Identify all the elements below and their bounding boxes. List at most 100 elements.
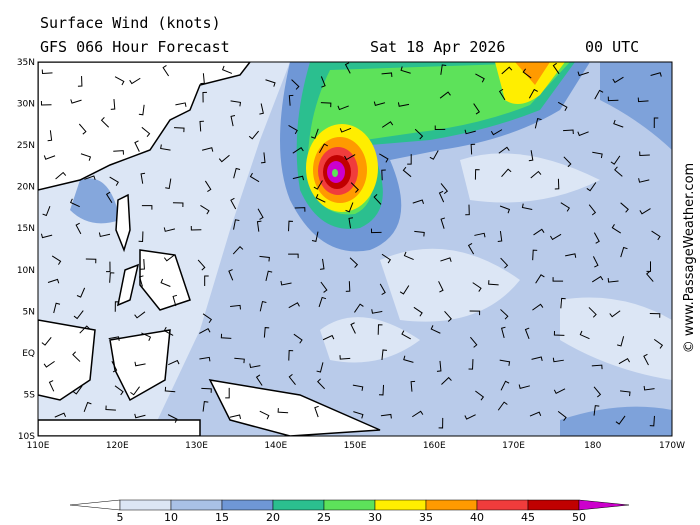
wind-barb: [439, 91, 451, 99]
wind-barb: [204, 180, 212, 192]
wind-barb: [320, 281, 328, 293]
lon-label: 110E: [27, 441, 50, 451]
wind-barb: [109, 272, 115, 283]
wind-barb: [612, 76, 624, 84]
colorbar-segment: [323, 499, 376, 511]
wind-barb: [639, 208, 651, 215]
colorbar-label: 35: [419, 511, 433, 524]
wind-barb: [78, 123, 87, 135]
colorbar-high: [578, 499, 630, 511]
wind-barb: [165, 178, 172, 190]
wind-barb: [70, 99, 82, 104]
wind-barb: [225, 387, 230, 399]
wind-barb: [591, 275, 604, 283]
wind-barb: [110, 99, 116, 110]
wind-barb: [114, 385, 124, 396]
wind-barb: [620, 246, 628, 258]
wind-barb: [108, 336, 120, 341]
wind-barb: [565, 253, 577, 258]
wind-barb: [40, 233, 53, 239]
wind-barb: [534, 118, 542, 129]
wind-barb: [199, 356, 211, 362]
wind-barb: [438, 281, 444, 293]
wind-barb: [230, 304, 241, 310]
colorbar-segment: [221, 499, 274, 511]
wind-barb: [277, 408, 289, 414]
wind-barb: [533, 228, 545, 236]
colorbar-label: 15: [215, 511, 229, 524]
wind-barb: [444, 311, 452, 322]
wind-barb: [160, 144, 171, 151]
wind-barb: [403, 355, 414, 363]
wind-barb: [552, 277, 564, 282]
wind-barb: [130, 386, 140, 396]
wind-barb: [138, 275, 144, 287]
wind-barb: [499, 205, 511, 214]
colorbar-label: 10: [164, 511, 178, 524]
wind-barb: [339, 127, 352, 133]
wind-barb: [646, 261, 652, 272]
wind-barb: [172, 294, 178, 307]
wind-barb: [168, 359, 180, 366]
wind-barb: [653, 117, 659, 129]
wind-barb: [373, 193, 382, 205]
wind-barb: [73, 310, 84, 320]
wind-barb: [377, 324, 383, 335]
wind-barb: [490, 129, 503, 136]
wind-barb: [593, 386, 602, 398]
wind-barb: [160, 278, 171, 287]
wind-barb: [475, 390, 485, 401]
wind-barb: [528, 150, 534, 162]
wind-barb: [288, 373, 296, 386]
wind-barb: [199, 328, 211, 334]
wind-barb: [322, 334, 335, 341]
wind-barb: [593, 405, 600, 416]
wind-barb: [429, 150, 439, 160]
colorbar-segment: [527, 499, 580, 511]
wind-barb: [83, 401, 92, 413]
storm-eye: [332, 169, 338, 177]
wind-barb: [472, 282, 482, 292]
wind-barb: [293, 333, 303, 344]
wind-barb: [500, 257, 509, 269]
wind-barb: [257, 208, 264, 220]
wind-barb: [141, 126, 151, 138]
wind-barb: [232, 246, 244, 255]
wind-barb: [607, 96, 619, 102]
wind-barb: [230, 197, 237, 210]
colorbar-label: 30: [368, 511, 382, 524]
wind-barb: [350, 322, 356, 334]
wind-barb: [399, 285, 410, 295]
wind-barb: [259, 255, 270, 262]
colorbar-segment: [170, 499, 223, 511]
lon-label: 140E: [264, 441, 287, 451]
wind-barb: [440, 257, 452, 262]
wind-barb: [532, 303, 544, 311]
wind-barb: [233, 219, 240, 230]
wind-barb: [464, 414, 476, 420]
wind-barb: [167, 414, 178, 423]
wind-barb: [105, 405, 116, 411]
colorbar-label: 50: [572, 511, 586, 524]
wind-barb: [379, 153, 389, 163]
lat-label: 5N: [23, 307, 35, 317]
lon-label: 160E: [423, 441, 446, 451]
wind-barb: [620, 390, 631, 397]
time: 00 UTC: [585, 38, 639, 56]
wind-barb: [532, 249, 538, 261]
wind-barb: [378, 384, 385, 396]
wind-barb: [164, 386, 176, 393]
wind-barb: [233, 167, 241, 179]
wind-barb: [646, 270, 654, 282]
wind-barb: [470, 143, 476, 155]
wind-barb: [141, 332, 152, 341]
wind-barb: [593, 232, 600, 244]
wind-barb: [381, 169, 386, 181]
wind-barb: [318, 296, 327, 308]
wind-barb: [140, 172, 146, 184]
wind-barb: [175, 102, 187, 107]
wind-barb: [594, 89, 604, 100]
wind-barb: [106, 261, 111, 273]
wind-barb: [468, 359, 474, 370]
